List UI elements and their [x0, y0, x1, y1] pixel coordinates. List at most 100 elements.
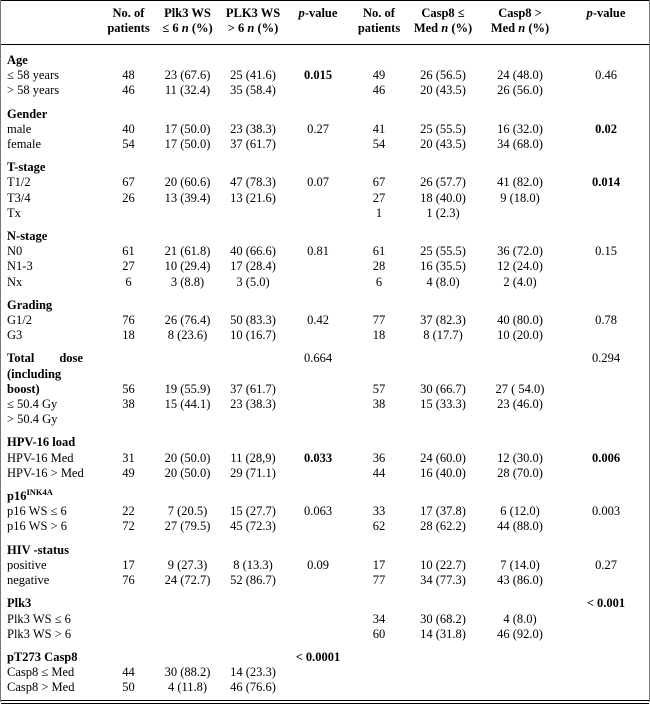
table-header-row: No. of patients Plk3 WS ≤ 6 n (%) PLK3 WS > 6…	[1, 0, 649, 45]
row-label: HPV-16 Med	[1, 451, 101, 466]
text-segment: 28 (62.2)	[420, 519, 466, 534]
table-cell: 57	[349, 382, 409, 397]
text-segment: 0.015	[303, 68, 333, 83]
text-segment: (%)	[254, 21, 279, 35]
text-segment: 6	[375, 274, 383, 289]
row-label: Tx	[1, 206, 101, 221]
table-cell: 49	[101, 466, 156, 481]
text-segment: 49	[122, 465, 135, 480]
table-cell: 9 (27.3)	[156, 558, 219, 573]
table-cell: 12 (24.0)	[477, 259, 563, 274]
text-segment: Casp8 >	[498, 6, 542, 20]
table-cell: 0.46	[563, 68, 649, 83]
text-segment: 20 (60.6)	[164, 175, 211, 190]
table-cell: 0.294	[563, 343, 649, 366]
row-label: Casp8 > Med	[1, 680, 101, 695]
table-cell: 0.006	[563, 451, 649, 466]
text-segment: HIV -status	[7, 542, 69, 557]
table-cell	[156, 412, 219, 427]
table-cell: 46 (76.6)	[219, 680, 287, 695]
row-label: (including	[1, 367, 101, 382]
table-cell	[287, 535, 349, 558]
table-cell: 16 (35.5)	[409, 259, 477, 274]
table-cell: 0.003	[563, 504, 649, 519]
text-segment: 50 (83.3)	[230, 313, 276, 328]
table-cell: 29 (71.1)	[219, 466, 287, 481]
table-cell	[409, 642, 477, 665]
table-row: Tx 1 1 (2.3)	[1, 206, 649, 221]
text-segment: 67	[372, 175, 386, 190]
table-cell	[287, 221, 349, 244]
text-segment: 2 (4.0)	[503, 274, 537, 289]
table-cell: 1 (2.3)	[409, 206, 477, 221]
table-cell: 37 (61.7)	[219, 137, 287, 152]
table-cell: 43 (86.0)	[477, 573, 563, 588]
table-row: Plk3 WS > 6 60 14 (31.8) 46 (92.0)	[1, 627, 649, 642]
table-cell	[287, 382, 349, 397]
text-segment: 46	[372, 83, 386, 98]
row-label: Age	[1, 45, 101, 69]
table-cell	[219, 367, 287, 382]
text-segment: patients	[357, 21, 401, 35]
table-cell: 41	[349, 122, 409, 137]
text-segment: 13 (21.6)	[230, 190, 276, 205]
table-cell: 26 (57.7)	[409, 175, 477, 190]
text-segment: 36	[372, 450, 386, 465]
text-segment: -value	[592, 6, 626, 20]
table-cell: 22	[101, 504, 156, 519]
table-cell: 45 (72.3)	[219, 519, 287, 534]
table-cell: 7 (14.0)	[477, 558, 563, 573]
text-segment: p16 WS ≤ 6	[7, 504, 67, 519]
row-label: G1/2	[1, 313, 101, 328]
table-cell: 27	[349, 191, 409, 206]
text-segment: 7 (14.0)	[500, 557, 540, 572]
table-cell: 27 ( 54.0)	[477, 382, 563, 397]
text-segment: 0.07	[307, 175, 329, 190]
table-cell	[563, 259, 649, 274]
table-cell: 13 (21.6)	[219, 191, 287, 206]
table-cell	[219, 152, 287, 175]
row-label: N1-3	[1, 259, 101, 274]
text-segment: Total dose	[7, 351, 83, 366]
table-cell	[101, 343, 156, 366]
text-segment: Casp8 ≤ Med	[7, 665, 75, 680]
table-cell: 25 (41.6)	[219, 68, 287, 83]
text-segment: < 0.0001	[295, 649, 341, 664]
table-cell	[349, 588, 409, 611]
table-cell: < 0.0001	[287, 642, 349, 665]
table-row: HPV-16 Med 31 20 (50.0) 11 (28,9) 0.033 36 24 …	[1, 451, 649, 466]
table-cell: 20 (43.5)	[409, 83, 477, 98]
table-row: Total dose 0.664 0.294	[1, 343, 649, 366]
text-segment: 30 (66.7)	[420, 381, 466, 396]
table-cell	[349, 367, 409, 382]
row-label: T3/4	[1, 191, 101, 206]
table-cell	[287, 83, 349, 98]
table-cell	[101, 427, 156, 450]
text-segment: 57	[372, 381, 386, 396]
table-cell	[287, 137, 349, 152]
text-segment: 8 (23.6)	[167, 328, 208, 343]
text-segment: 23 (67.6)	[164, 68, 211, 83]
text-segment: 17 (28.4)	[230, 259, 276, 274]
table-cell: 0.15	[563, 244, 649, 259]
text-segment: 4 (8.0)	[426, 274, 460, 289]
text-segment: 77	[372, 573, 386, 588]
table-cell	[156, 627, 219, 642]
text-segment: 15 (33.3)	[420, 397, 466, 412]
table-cell	[409, 588, 477, 611]
table-row: p16 WS ≤ 6 22 7 (20.5) 15 (27.7) 0.063 33 17 (…	[1, 504, 649, 519]
text-segment: 56	[122, 381, 135, 396]
table-cell	[349, 343, 409, 366]
table-cell	[349, 642, 409, 665]
column-header: No. of patients	[101, 0, 156, 45]
text-segment: 54	[122, 137, 135, 152]
table-row: HPV-16 load	[1, 427, 649, 450]
text-segment: n	[518, 21, 526, 35]
text-segment: 20 (43.5)	[420, 83, 466, 98]
table-cell	[156, 642, 219, 665]
text-segment: 36 (72.0)	[497, 244, 543, 259]
table-cell	[287, 519, 349, 534]
table-cell: 40 (80.0)	[477, 313, 563, 328]
table-cell: 46	[349, 83, 409, 98]
table-cell	[101, 45, 156, 69]
